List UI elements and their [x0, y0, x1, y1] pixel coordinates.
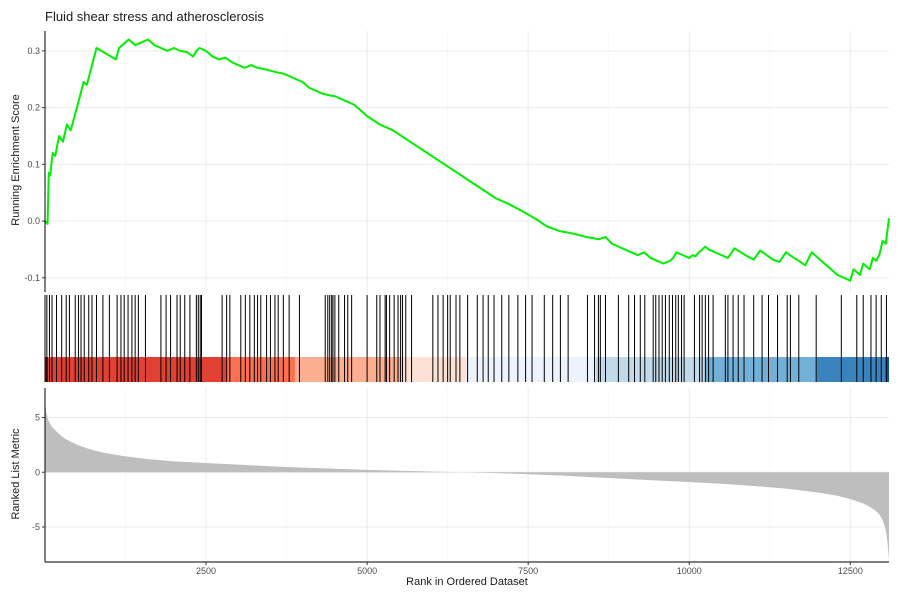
rank-band — [885, 357, 889, 382]
es-panel-grid — [45, 31, 889, 292]
metric-y-tick-label: 5 — [35, 413, 40, 423]
rank-band — [705, 357, 817, 382]
metric-y-tick-label: 0 — [35, 467, 40, 477]
ranked-metric-fill — [45, 400, 889, 560]
x-tick-label: 2500 — [196, 566, 216, 576]
chart-title: Fluid shear stress and atherosclerosis — [45, 9, 264, 24]
rank-band — [466, 357, 596, 382]
es-y-tick-label: 0.0 — [27, 216, 40, 226]
es-y-tick-label: 0.3 — [27, 46, 40, 56]
x-tick-label: 12500 — [838, 566, 863, 576]
x-axis-label: Rank in Ordered Dataset — [406, 576, 528, 588]
metric-y-tick-label: -5 — [32, 522, 40, 532]
es-y-tick-label: 0.2 — [27, 103, 40, 113]
es-y-axis-label: Running Enrichment Score — [10, 94, 22, 225]
metric-y-axis-label: Ranked List Metric — [10, 428, 22, 520]
ranked-metric-area — [45, 400, 889, 560]
gene-hit-marks — [46, 295, 887, 382]
rank-band — [816, 357, 886, 382]
running-es-line — [44, 38, 890, 282]
rank-band — [595, 357, 706, 382]
x-tick-label: 7500 — [518, 566, 538, 576]
es-y-tick-label: 0.1 — [27, 159, 40, 169]
x-tick-label: 5000 — [357, 566, 377, 576]
running-es-curve — [44, 38, 890, 282]
es-y-tick-label: -0.1 — [24, 273, 40, 283]
x-tick-label: 10000 — [677, 566, 702, 576]
axes: -0.1 0.0 0.1 0.2 0.3 -5 0 5 2500 5000 7500 10000 125… — [24, 31, 889, 576]
